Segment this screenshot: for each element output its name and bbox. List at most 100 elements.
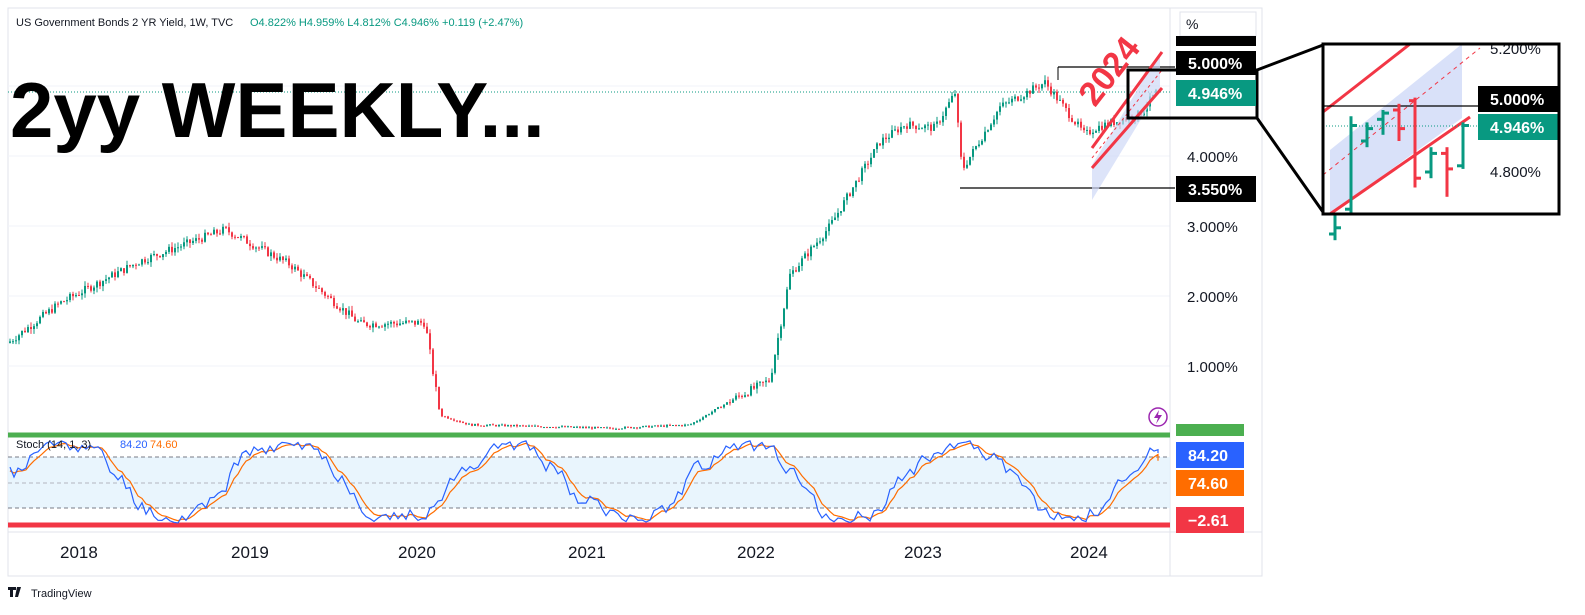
candle-body [72, 293, 74, 297]
candle-body [147, 262, 149, 264]
candle-body [624, 426, 626, 429]
candle-body [795, 270, 797, 272]
candle-body [54, 303, 56, 313]
candle-body [399, 323, 401, 326]
candle-body [1065, 103, 1067, 109]
candle-body [783, 308, 785, 327]
candle-body [201, 239, 203, 242]
candle-body [492, 424, 494, 426]
candle-body [708, 414, 710, 416]
candle-body [327, 295, 329, 297]
candle-body [495, 424, 497, 427]
candle-body [690, 424, 692, 426]
candle-body [993, 119, 995, 125]
candle-body [555, 427, 557, 429]
inset-border [1321, 42, 1561, 216]
candle-body [771, 372, 773, 382]
zoom-connector-bottom [1255, 117, 1325, 213]
percent-scale-button[interactable]: % [1179, 11, 1257, 37]
candle-body [945, 107, 947, 116]
candle-body [285, 258, 287, 261]
candle-body [336, 306, 338, 309]
candle-body [840, 211, 842, 213]
stoch-pane: Stoch (14, 1, 3) 84.20 74.60 [8, 432, 1170, 528]
candle-body [720, 407, 722, 409]
candle-body [798, 266, 800, 272]
channel-fill [1092, 52, 1160, 200]
candle-body [762, 381, 764, 383]
inset-channel-fill [1330, 44, 1462, 214]
candle-body [207, 232, 209, 235]
candle-body [894, 129, 896, 131]
candle-body [279, 256, 281, 261]
candle-body [612, 428, 614, 430]
candle-body [1032, 85, 1034, 94]
candle-body [180, 246, 182, 248]
price-tag-3550-text: 3.550% [1188, 182, 1242, 199]
candle-body [174, 248, 176, 253]
candle-body [36, 323, 38, 327]
candle-body [282, 256, 284, 261]
candle-body [324, 292, 326, 296]
candle-body [471, 423, 473, 426]
candle-body [618, 428, 620, 430]
candle-body [117, 271, 119, 278]
candle-body [405, 320, 407, 324]
lightning-icon[interactable] [1148, 407, 1168, 427]
stoch-tag-low: −2.61 [1176, 507, 1244, 533]
candle-body [828, 223, 830, 232]
candle-body [561, 426, 563, 428]
candle-body [846, 193, 848, 201]
candle-body [603, 427, 605, 429]
candle-body [339, 308, 341, 311]
stoch-tag-top [1176, 424, 1244, 436]
candle-body [462, 422, 464, 424]
candle-body [441, 409, 443, 417]
inset-tick-bottom: 4.800% [1490, 164, 1541, 181]
candle-body [435, 374, 437, 387]
candle-body [918, 128, 920, 130]
candle-body [396, 323, 398, 326]
candle-body [366, 322, 368, 326]
inset-channel-mid [1322, 47, 1481, 176]
inset-tag-5000-text: 5.000% [1490, 92, 1544, 109]
candle-body [114, 272, 116, 278]
candle-body [669, 424, 671, 426]
candle-body [1020, 99, 1022, 101]
candle-body [804, 253, 806, 259]
candle-body [249, 243, 251, 247]
candle-body [729, 402, 731, 404]
year-2019: 2019 [231, 543, 269, 562]
candle-body [45, 311, 47, 314]
candle-body [342, 308, 344, 311]
candle-body [978, 144, 980, 147]
price-tag-partial [1176, 36, 1256, 46]
candle-body [126, 265, 128, 273]
candle-body [213, 229, 215, 235]
candle-body [975, 146, 977, 150]
tradingview-logo[interactable]: TradingView [8, 587, 92, 600]
candle-body [99, 281, 101, 287]
candle-body [81, 293, 83, 296]
candle-body [807, 253, 809, 257]
inset-channel-upper [1322, 42, 1411, 114]
candle-body [414, 320, 416, 325]
candle-body [843, 200, 845, 212]
candle-body [9, 341, 11, 343]
candle-body [516, 424, 518, 427]
candle-body [135, 264, 137, 266]
candle-body [354, 316, 356, 322]
candle-body [240, 236, 242, 238]
candle-body [267, 247, 269, 257]
candle-body [531, 425, 533, 427]
stoch-label: Stoch (14, 1, 3) [16, 439, 91, 451]
candle-body [726, 402, 728, 405]
candle-body [333, 297, 335, 307]
candle-body [825, 231, 827, 239]
candle-body [906, 126, 908, 129]
candle-body [699, 419, 701, 422]
candle-body [675, 425, 677, 427]
candle-body [426, 326, 428, 334]
candle-body [303, 274, 305, 277]
